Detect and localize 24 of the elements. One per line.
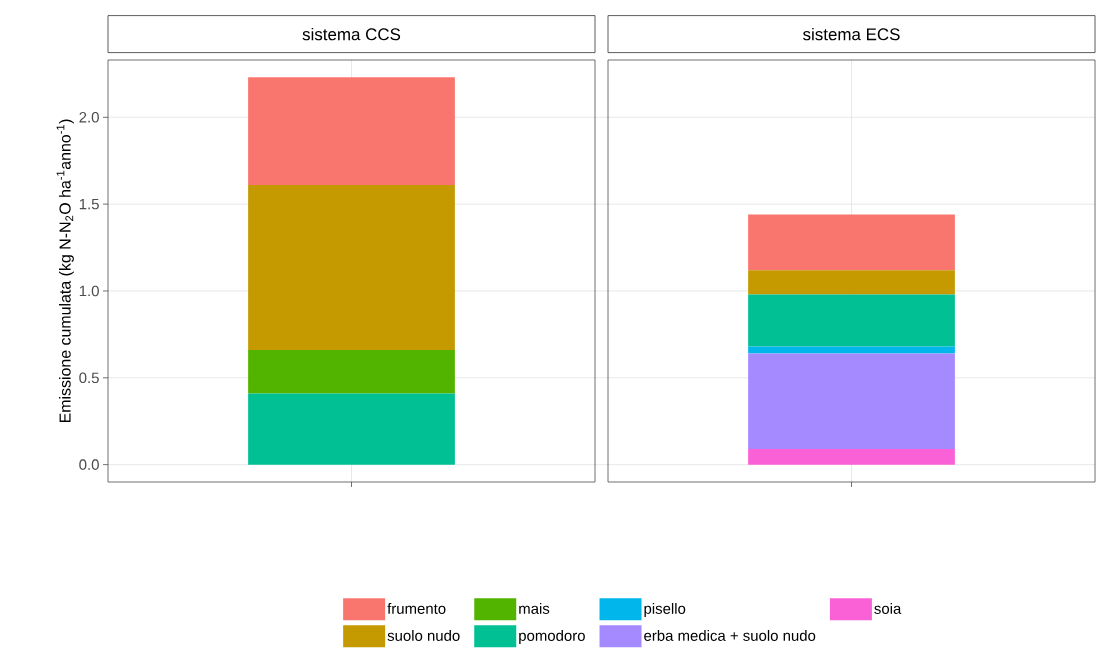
y-tick-label: 0.0 <box>79 459 99 470</box>
legend-label: erba medica + suolo nudo <box>644 629 816 641</box>
y-axis-title: Emissione cumulata (kg N-N$_{2}$O ha$^{-1}$anno$^{-1}$) <box>56 119 74 423</box>
legend-label: pisello <box>644 602 686 617</box>
bar <box>248 350 455 394</box>
bar <box>248 393 455 465</box>
y-tick-label: 1.0 <box>79 285 99 297</box>
bar <box>748 353 955 449</box>
x-tick-label: sistema ECS <box>803 27 900 41</box>
y-tick-label: 0.5 <box>79 372 99 384</box>
legend-label: soia <box>874 602 902 614</box>
x-tick-label: sistema CCS <box>302 27 401 41</box>
legend-label: frumento <box>387 602 446 614</box>
legend-label: mais <box>519 602 550 614</box>
legend-label: suolo nudo <box>387 629 460 641</box>
y-tick-label: 2.0 <box>79 112 99 123</box>
bar <box>748 214 955 271</box>
bar <box>748 294 955 347</box>
legend-label: pomodoro <box>519 629 585 644</box>
bar <box>748 270 955 295</box>
bar <box>748 449 955 465</box>
bar <box>248 77 455 186</box>
y-tick-label: 1.5 <box>79 198 99 210</box>
bar <box>248 185 455 351</box>
